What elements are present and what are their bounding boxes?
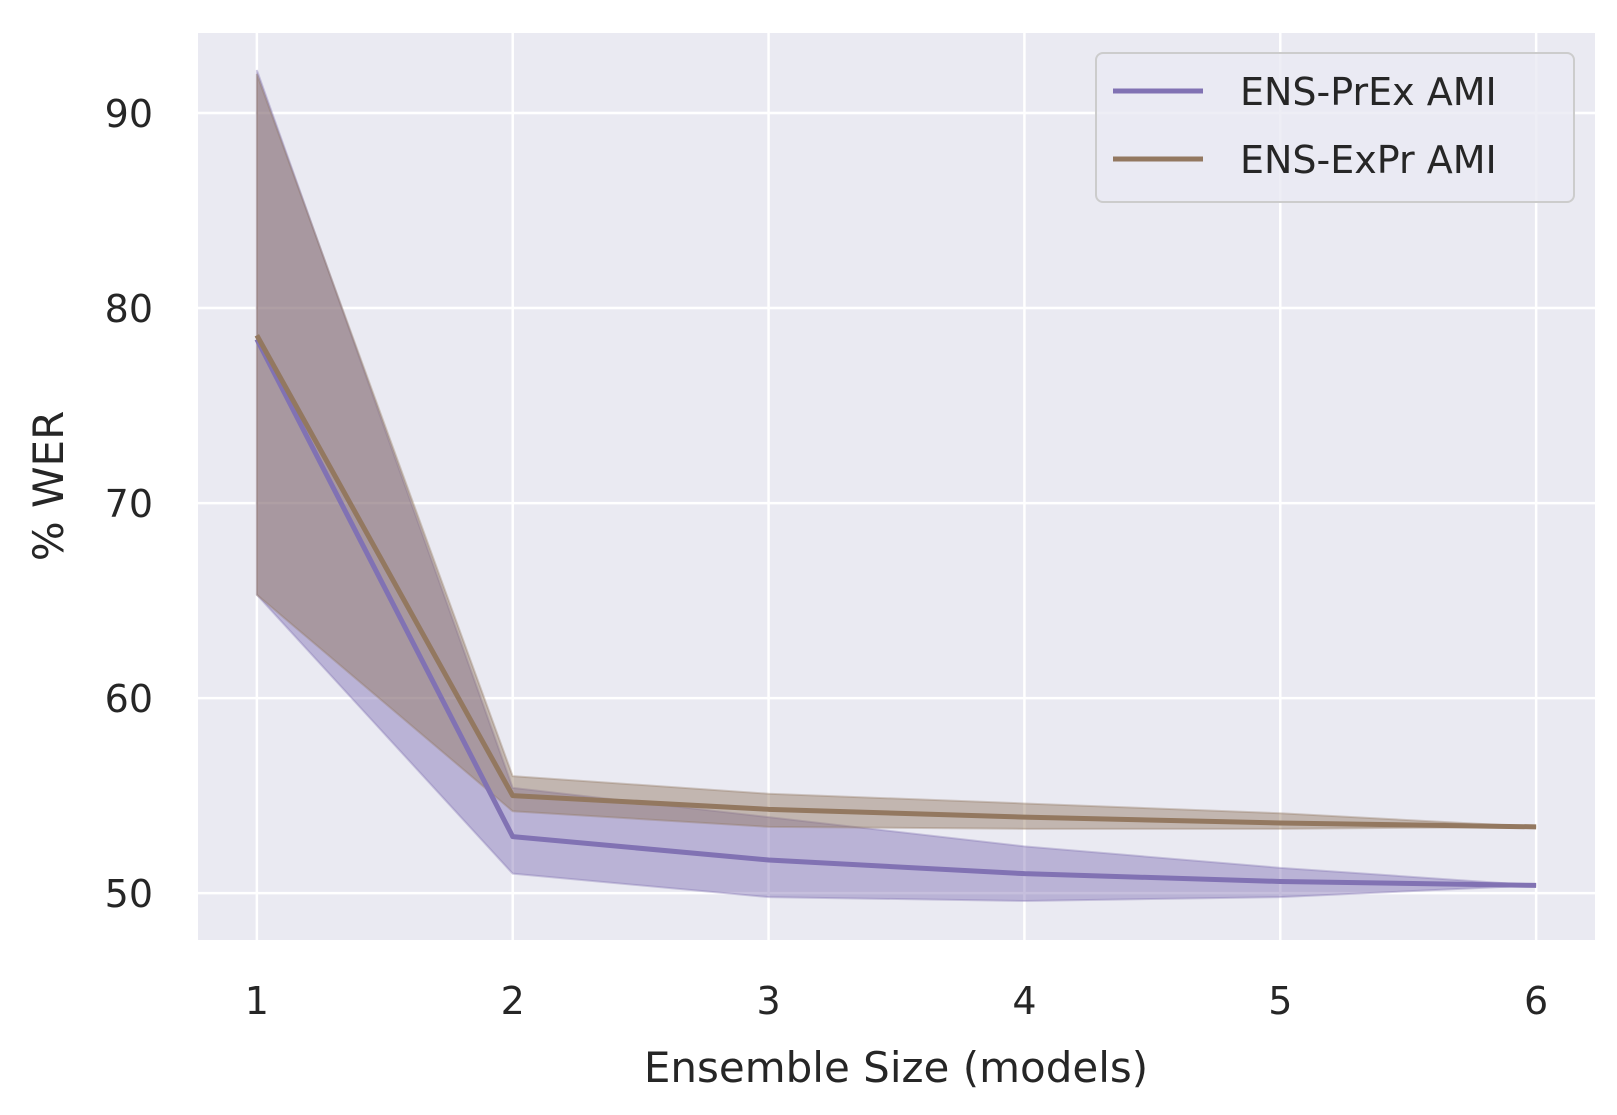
- x-tick-label: 1: [245, 979, 269, 1023]
- legend-label: ENS-PrEx AMI: [1240, 70, 1497, 114]
- series-line-2: [254, 334, 1537, 830]
- legend-box: [1095, 52, 1575, 203]
- x-tick-labels: 1 2 3 4 5 6: [245, 979, 1548, 1023]
- y-tick-label: 60: [105, 677, 153, 721]
- y-tick-label: 80: [105, 287, 153, 331]
- series-lines: [254, 334, 1537, 888]
- x-tick-label: 2: [501, 979, 525, 1023]
- y-tick-label: 90: [105, 92, 153, 136]
- x-tick-label: 4: [1012, 979, 1036, 1023]
- y-tick-labels: 50 60 70 80 90: [105, 92, 153, 916]
- series-line-1: [254, 338, 1537, 888]
- confidence-band-1: [255, 69, 1537, 902]
- confidence-band-2: [255, 73, 1537, 830]
- x-tick-label: 5: [1268, 979, 1292, 1023]
- x-axis-label: Ensemble Size (models): [644, 1043, 1148, 1092]
- y-tick-label: 70: [105, 482, 153, 526]
- y-axis-label: % WER: [24, 411, 73, 562]
- x-tick-label: 6: [1524, 979, 1548, 1023]
- y-tick-label: 50: [105, 872, 153, 916]
- x-tick-label: 3: [756, 979, 780, 1023]
- legend: ENS-PrEx AMI ENS-ExPr AMI: [1095, 52, 1575, 203]
- legend-label: ENS-ExPr AMI: [1240, 138, 1497, 182]
- confidence-bands: [255, 69, 1537, 902]
